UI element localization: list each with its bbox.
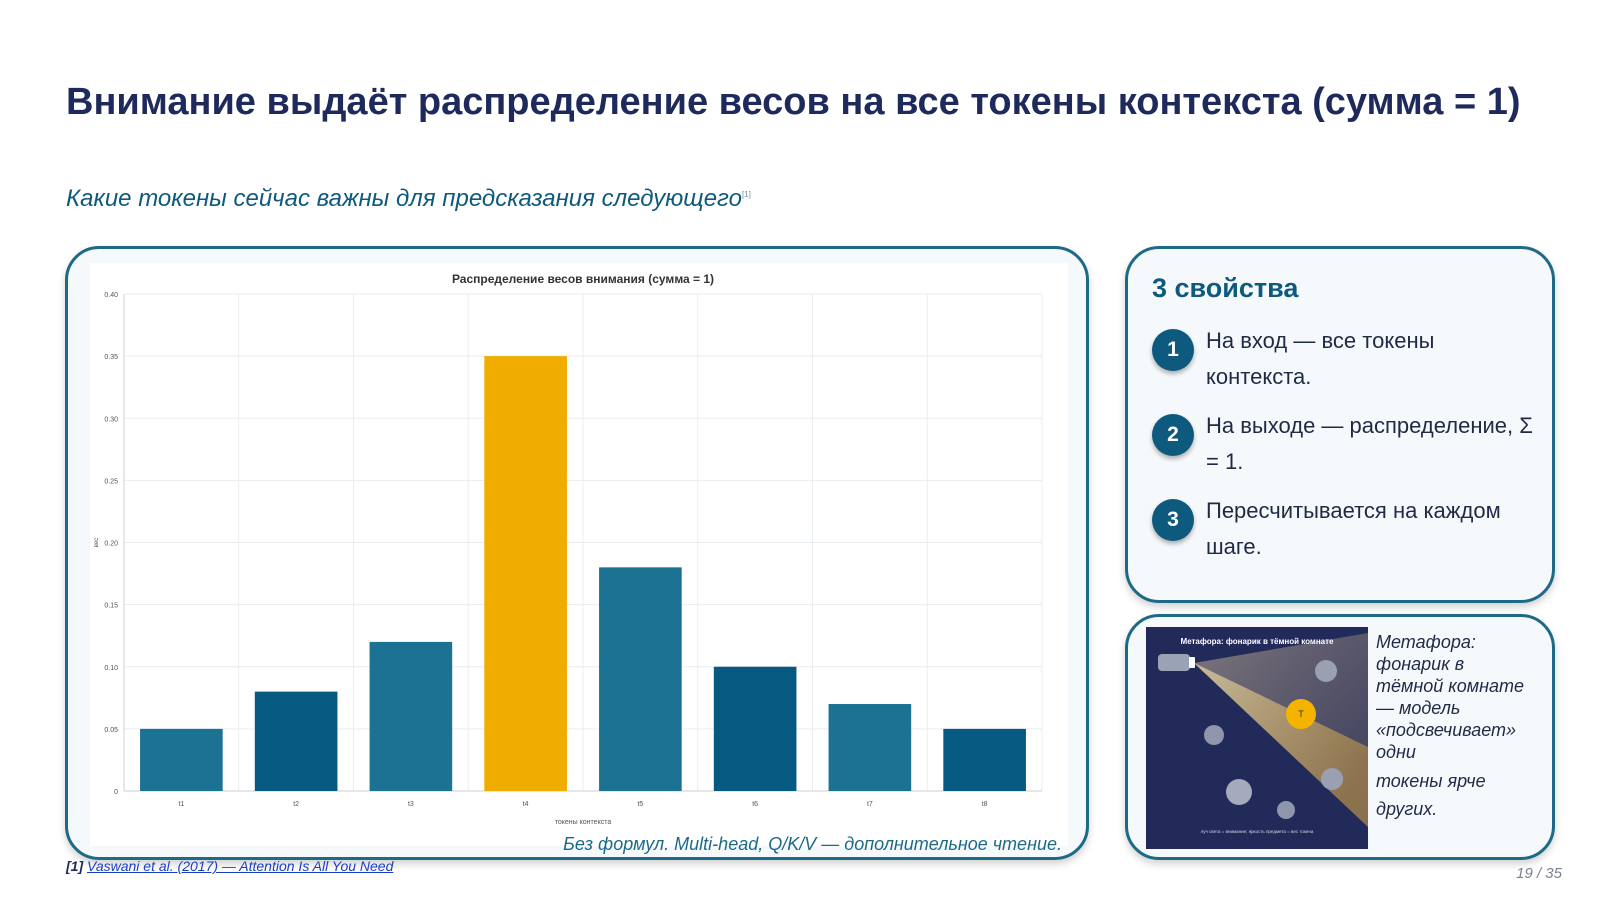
- chart-note: Без формул. Multi-head, Q/K/V — дополнит…: [563, 834, 1062, 854]
- property-number-badge: 1: [1152, 329, 1194, 371]
- y-tick-label: 0: [114, 789, 118, 796]
- bar-t7: [828, 704, 912, 791]
- y-tick-label: 0.20: [104, 541, 118, 548]
- property-number-badge: 3: [1152, 499, 1194, 541]
- property-number-badge: 2: [1152, 414, 1194, 456]
- x-tick-label: t8: [982, 801, 988, 808]
- x-tick-label: t7: [867, 801, 873, 808]
- page-subtitle: Какие токены сейчас важны для предсказан…: [66, 185, 751, 213]
- subtitle-text: Какие токены сейчас важны для предсказан…: [66, 185, 742, 212]
- page-number: 19 / 35: [1516, 865, 1562, 882]
- chart-title: Распределение весов внимания (сумма = 1): [452, 272, 714, 286]
- chart-card: 0 0.05 0.10 0.15 0.20 0.25 0.30 0.35 0.40 t1 t2 t3 t…: [65, 246, 1089, 860]
- attention-bar-chart: 0 0.05 0.10 0.15 0.20 0.25 0.30 0.35 0.40 t1 t2 t3 t…: [94, 272, 1043, 826]
- y-tick-label: 0.25: [104, 478, 118, 485]
- svg-text:T: T: [1298, 709, 1304, 719]
- y-tick-label: 0.10: [104, 665, 118, 672]
- bar-t3: [369, 641, 453, 791]
- flashlight-metaphor-image: Метафора: фонарик в тёмной комнате T луч…: [1146, 627, 1368, 849]
- y-tick-label: 0.05: [104, 727, 118, 734]
- metaphor-card: Метафора: фонарик в тёмной комнате T луч…: [1125, 614, 1555, 860]
- footnote-link[interactable]: Vaswani et al. (2017) — Attention Is All…: [87, 858, 394, 874]
- bar-t5: [599, 567, 682, 791]
- bar-t8: [943, 728, 1026, 791]
- property-text: Пересчитывается на каждом шаге.: [1206, 498, 1501, 559]
- x-tick-label: t5: [637, 801, 643, 808]
- x-axis-label: токены контекста: [555, 819, 612, 826]
- property-text: На выходе — распределение, Σ = 1.: [1206, 413, 1533, 474]
- x-tick-label: t2: [293, 801, 299, 808]
- y-tick-label: 0.15: [104, 603, 118, 610]
- image-title: Метафора: фонарик в тёмной комнате: [1180, 637, 1334, 646]
- bar-t1: [140, 728, 223, 791]
- properties-card: 3 свойства 1 На вход — все токены контек…: [1125, 246, 1555, 603]
- bar-t4: [484, 356, 567, 791]
- x-tick-label: t3: [408, 801, 414, 808]
- metaphor-text-line-1: Метафора: фонарик в тёмной комнате — мод…: [1376, 632, 1525, 762]
- y-tick-label: 0.35: [104, 354, 118, 361]
- footnote: [1] Vaswani et al. (2017) — Attention Is…: [66, 858, 393, 874]
- x-tick-label: t1: [178, 801, 184, 808]
- properties-title: 3 свойства: [1152, 273, 1299, 303]
- footnote-ref: [1]: [66, 858, 84, 874]
- metaphor-text: Метафора: фонарик в тёмной комнате — мод…: [1376, 631, 1536, 823]
- y-axis-label: вес: [94, 538, 100, 547]
- y-tick-label: 0.30: [104, 416, 118, 423]
- image-caption: луч света = внимание; яркость предмета =…: [1201, 829, 1314, 834]
- property-text: На вход — все токены контекста.: [1206, 328, 1435, 389]
- highlighted-token: [1286, 699, 1316, 729]
- flashlight-icon: [1158, 654, 1190, 671]
- bar-t2: [254, 691, 338, 791]
- subtitle-reference[interactable]: [1]: [741, 190, 751, 199]
- x-tick-label: t4: [523, 801, 529, 808]
- metaphor-text-line-2: токены ярче других.: [1376, 771, 1486, 819]
- page-title: Внимание выдаёт распределение весов на в…: [66, 81, 1521, 123]
- chart-area: 0 0.05 0.10 0.15 0.20 0.25 0.30 0.35 0.40 t1 t2 t3 t…: [90, 263, 1068, 846]
- bar-t6: [713, 666, 797, 791]
- x-tick-label: t6: [752, 801, 758, 808]
- y-tick-label: 0.40: [104, 292, 118, 299]
